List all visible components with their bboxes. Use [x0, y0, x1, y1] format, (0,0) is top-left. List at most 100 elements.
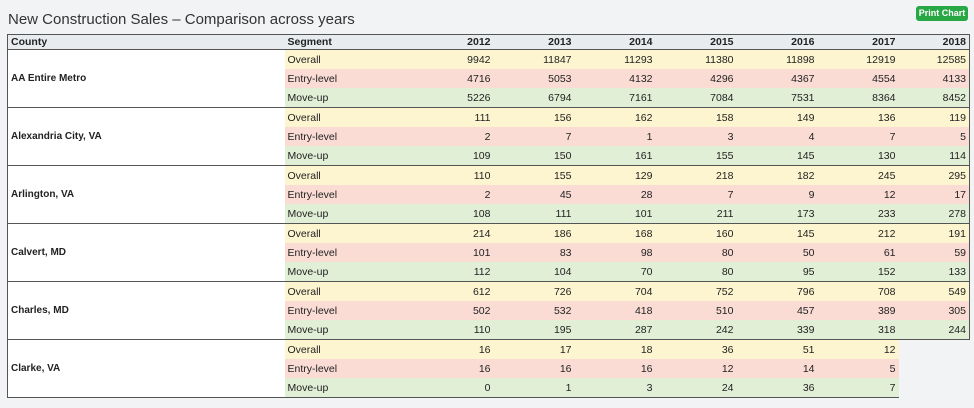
value-cell: 5053 — [493, 69, 575, 88]
column-header-year[interactable]: 2018 — [898, 34, 970, 50]
value-cell: 7 — [655, 185, 737, 204]
value-cell: 108 — [414, 204, 494, 224]
segment-cell: Move-up — [284, 204, 415, 224]
value-cell: 532 — [493, 301, 575, 320]
value-cell: 61 — [817, 243, 899, 262]
value-cell: 12 — [817, 339, 899, 359]
table-row: Alexandria City, VA Overall 111 156 162 158 14… — [7, 107, 970, 166]
value-cell: 173 — [736, 204, 818, 224]
page-title: New Construction Sales – Comparison acro… — [8, 11, 355, 28]
empty-cell — [898, 378, 970, 398]
empty-cell — [898, 359, 970, 378]
value-cell: 101 — [414, 243, 494, 262]
value-cell: 12919 — [817, 49, 899, 69]
value-cell: 130 — [817, 146, 899, 166]
county-cell: Calvert, MD — [7, 223, 285, 282]
value-cell: 5 — [898, 127, 970, 146]
county-cell: Arlington, VA — [7, 165, 285, 224]
value-cell: 9942 — [414, 49, 494, 69]
value-cell: 218 — [655, 165, 737, 185]
value-cell: 152 — [817, 262, 899, 282]
value-cell: 59 — [898, 243, 970, 262]
value-cell: 418 — [574, 301, 656, 320]
segment-cell: Move-up — [284, 320, 415, 340]
value-cell: 186 — [493, 223, 575, 243]
column-header-year[interactable]: 2013 — [493, 34, 575, 50]
column-header-year[interactable]: 2014 — [574, 34, 656, 50]
value-cell: 114 — [898, 146, 970, 166]
segment-cell: Overall — [284, 165, 415, 185]
value-cell: 11847 — [493, 49, 575, 69]
value-cell: 1 — [493, 378, 575, 398]
value-cell: 51 — [736, 339, 818, 359]
column-header-year[interactable]: 2015 — [655, 34, 737, 50]
value-cell: 752 — [655, 281, 737, 301]
value-cell: 36 — [736, 378, 818, 398]
value-cell: 119 — [898, 107, 970, 127]
segment-cell: Overall — [284, 49, 415, 69]
county-cell: Alexandria City, VA — [7, 107, 285, 166]
value-cell: 129 — [574, 165, 656, 185]
table-row: AA Entire Metro Overall 9942 11847 11293 1138… — [7, 49, 970, 108]
value-cell: 305 — [898, 301, 970, 320]
table-row: Entry-level 16 16 16 12 14 5 — [8, 359, 970, 378]
value-cell: 9 — [736, 185, 818, 204]
column-header-year[interactable]: 2017 — [817, 34, 899, 50]
value-cell: 242 — [655, 320, 737, 340]
segment-cell: Entry-level — [284, 185, 415, 204]
value-cell: 704 — [574, 281, 656, 301]
segment-cell: Overall — [284, 281, 415, 301]
column-header-year[interactable]: 2016 — [736, 34, 818, 50]
table-row: Move-up 112 104 70 80 95 152 133 — [8, 262, 970, 282]
column-header-year[interactable]: 2012 — [414, 34, 494, 50]
print-chart-button[interactable]: Print Chart — [916, 6, 968, 21]
value-cell: 111 — [414, 107, 494, 127]
value-cell: 4716 — [414, 69, 494, 88]
value-cell: 549 — [898, 281, 970, 301]
value-cell: 162 — [574, 107, 656, 127]
segment-cell: Overall — [284, 339, 415, 359]
county-cell: Charles, MD — [7, 281, 285, 340]
value-cell: 11898 — [736, 49, 818, 69]
value-cell: 7 — [493, 127, 575, 146]
table-row: Entry-level 502 532 418 510 457 389 305 — [8, 301, 970, 320]
value-cell: 17 — [493, 339, 575, 359]
value-cell: 145 — [736, 146, 818, 166]
value-cell: 145 — [736, 223, 818, 243]
value-cell: 98 — [574, 243, 656, 262]
value-cell: 1 — [574, 127, 656, 146]
table-row: Arlington, VA Overall 110 155 129 218 182 245 29… — [7, 165, 970, 224]
segment-cell: Move-up — [284, 262, 415, 282]
value-cell: 389 — [817, 301, 899, 320]
value-cell: 8452 — [898, 88, 970, 108]
value-cell: 111 — [493, 204, 575, 224]
value-cell: 726 — [493, 281, 575, 301]
value-cell: 295 — [898, 165, 970, 185]
value-cell: 12 — [817, 185, 899, 204]
value-cell: 161 — [574, 146, 656, 166]
value-cell: 796 — [736, 281, 818, 301]
value-cell: 112 — [414, 262, 494, 282]
column-header-county[interactable]: County — [7, 34, 285, 50]
value-cell: 36 — [655, 339, 737, 359]
value-cell: 612 — [414, 281, 494, 301]
value-cell: 2 — [414, 185, 494, 204]
segment-cell: Overall — [284, 107, 415, 127]
column-header-segment[interactable]: Segment — [284, 34, 415, 50]
value-cell: 12 — [655, 359, 737, 378]
value-cell: 18 — [574, 339, 656, 359]
value-cell: 4296 — [655, 69, 737, 88]
value-cell: 214 — [414, 223, 494, 243]
value-cell: 16 — [414, 359, 494, 378]
value-cell: 4133 — [898, 69, 970, 88]
value-cell: 233 — [817, 204, 899, 224]
table-row: Calvert, MD Overall 214 186 168 160 145 212 191 — [7, 223, 970, 282]
value-cell: 8364 — [817, 88, 899, 108]
value-cell: 212 — [817, 223, 899, 243]
value-cell: 155 — [493, 165, 575, 185]
segment-cell: Entry-level — [284, 359, 415, 378]
table-row: Move-up 110 195 287 242 339 318 244 — [8, 320, 970, 340]
value-cell: 5226 — [414, 88, 494, 108]
value-cell: 110 — [414, 165, 494, 185]
table-row: Move-up 5226 6794 7161 7084 7531 8364 8452 — [8, 88, 970, 108]
